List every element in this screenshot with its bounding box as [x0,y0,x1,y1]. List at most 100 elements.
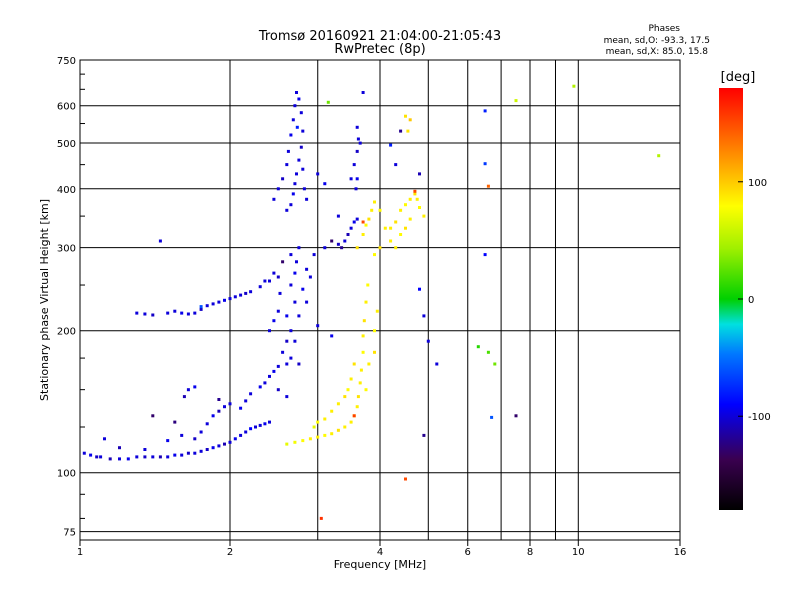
data-point [305,267,309,271]
data-point [199,305,203,309]
x-tick-label: 4 [377,547,383,558]
data-point [295,125,299,129]
data-point [293,271,297,275]
colorbar-ticks: 100 0 -100 [738,178,771,423]
data-point [343,425,347,429]
plot-grid [79,59,681,540]
data-point [186,451,190,455]
data-point [361,350,365,354]
data-point [336,428,340,432]
data-point [193,311,197,315]
data-point [289,133,293,137]
data-point [182,395,186,399]
data-point [476,345,480,349]
data-point [316,172,320,176]
x-axis-label: Frequency [MHz] [334,558,426,571]
data-point [263,381,267,385]
data-point [278,291,282,295]
data-point [258,385,262,389]
data-point [316,420,320,424]
x-tick-label: 1 [77,547,83,558]
data-point [375,309,379,313]
data-point [330,239,334,243]
data-point [281,177,285,181]
data-point [305,197,309,201]
data-point [285,395,289,399]
data-point [361,233,365,236]
data-point [268,279,271,283]
data-point [349,177,353,181]
data-point [228,402,232,406]
data-point [364,300,368,304]
data-point [258,285,262,289]
data-point [404,477,407,481]
data-point [291,118,295,122]
data-point [316,435,320,439]
data-point [301,167,305,171]
data-point [483,162,487,166]
data-point [281,350,285,354]
data-point [82,451,86,455]
phases-o-stats: mean, sd,O: -93.3, 17.5 [604,36,710,46]
colorbar-label: [deg] [721,70,756,85]
data-point [572,84,576,88]
data-point [359,368,363,372]
data-point [355,246,359,250]
data-point [249,427,253,431]
data-point [349,420,353,424]
data-point [301,129,305,133]
data-point [239,433,243,437]
data-point [293,440,297,444]
data-point [356,395,360,399]
x-tick-label: 6 [465,547,471,558]
x-tick-label: 16 [674,547,687,558]
data-point [422,314,426,318]
data-point [352,362,356,366]
data-point [199,449,203,453]
colorbar-tick-label: -100 [748,412,771,423]
data-point [361,334,365,338]
data-point [199,307,203,311]
y-tick-label: 750 [57,56,76,67]
data-point [408,197,412,201]
data-point [268,329,271,333]
data-point [408,217,412,221]
data-point [295,172,298,176]
data-point [244,399,248,403]
data-point [293,182,297,186]
data-point [514,99,518,103]
data-point [422,433,426,437]
data-point [343,395,347,399]
data-point [361,91,365,94]
data-point [118,446,121,450]
data-point [285,442,289,446]
data-point [299,145,303,149]
data-point [293,104,297,108]
data-point [173,453,177,457]
data-point [370,208,374,212]
data-point [354,187,358,191]
data-point [135,455,139,459]
data-point [103,437,106,441]
data-point [143,455,147,459]
data-point [180,453,184,457]
data-point [406,129,410,133]
data-point [285,163,289,167]
data-point [95,455,99,459]
data-point [352,163,356,167]
data-point [217,444,221,448]
data-point [373,350,376,354]
data-point [186,312,190,316]
data-point [276,309,280,313]
data-point [358,141,362,145]
chart-subtitle: RwPretec (8p) [334,42,425,57]
data-point [355,125,359,129]
data-point [118,457,121,461]
y-tick-label: 600 [57,102,76,113]
data-point [355,217,359,221]
data-point [295,260,298,264]
data-point [323,433,327,437]
data-point [272,197,276,201]
data-point [336,402,340,406]
data-point [205,422,209,426]
